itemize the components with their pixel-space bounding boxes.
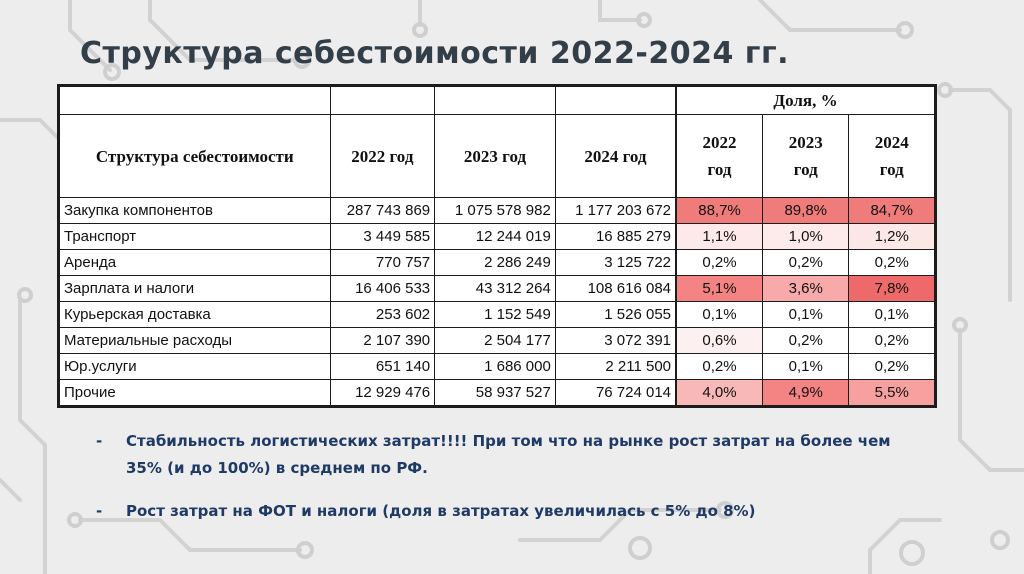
- value-2023-cell: 43 312 264: [434, 275, 556, 302]
- col-header-2022: 2022 год: [329, 114, 436, 198]
- row-name-cell: Юр.услуги: [58, 353, 331, 380]
- value-2022-cell: 3 449 585: [329, 223, 436, 250]
- cost-structure-table: Доля, % Структура себестоимости 2022 год…: [57, 84, 937, 408]
- value-2024-cell: 108 616 084: [554, 275, 677, 302]
- table-row: Материальные расходы 2 107 390 2 504 177 3 …: [58, 327, 936, 354]
- value-2023-cell: 2 286 249: [434, 249, 556, 276]
- share-2024-cell: 84,7%: [848, 197, 936, 224]
- share-2024-cell: 1,2%: [848, 223, 936, 250]
- bullet-item: - Стабильность логистических затрат!!!! …: [96, 428, 896, 482]
- share-2024-cell: 5,5%: [848, 379, 936, 407]
- value-2024-cell: 1 526 055: [554, 301, 677, 328]
- value-2023-cell: 12 244 019: [434, 223, 556, 250]
- value-2023-cell: 1 686 000: [434, 353, 556, 380]
- value-2022-cell: 12 929 476: [329, 379, 436, 407]
- share-2024-cell: 0,2%: [848, 327, 936, 354]
- share-group-header: Доля, %: [675, 85, 937, 115]
- value-2024-cell: 76 724 014: [554, 379, 677, 407]
- table-row: Прочие 12 929 476 58 937 527 76 724 014 4,0%…: [58, 379, 936, 407]
- row-name-cell: Материальные расходы: [58, 327, 331, 354]
- share-2023-cell: 4,9%: [761, 379, 850, 407]
- share-2023-cell: 3,6%: [761, 275, 850, 302]
- share-2022-cell: 1,1%: [675, 223, 764, 250]
- value-2024-cell: 3 072 391: [554, 327, 677, 354]
- value-2023-cell: 58 937 527: [434, 379, 556, 407]
- row-name-cell: Транспорт: [58, 223, 331, 250]
- share-2024-cell: 7,8%: [848, 275, 936, 302]
- table-row: Зарплата и налоги 16 406 533 43 312 264 108…: [58, 275, 936, 302]
- bullet-list: - Стабильность логистических затрат!!!! …: [96, 428, 896, 541]
- bullet-dash: -: [96, 432, 103, 450]
- table-row: Транспорт 3 449 585 12 244 019 16 885 279 1,…: [58, 223, 936, 250]
- table-row: Закупка компонентов 287 743 869 1 075 578 …: [58, 197, 936, 224]
- share-2022-cell: 0,1%: [675, 301, 764, 328]
- value-2022-cell: 16 406 533: [329, 275, 436, 302]
- row-name-cell: Аренда: [58, 249, 331, 276]
- value-2022-cell: 2 107 390: [329, 327, 436, 354]
- value-2023-cell: 2 504 177: [434, 327, 556, 354]
- row-name-cell: Зарплата и налоги: [58, 275, 331, 302]
- value-2023-cell: 1 152 549: [434, 301, 556, 328]
- col-header-structure: Структура себестоимости: [58, 114, 331, 198]
- value-2024-cell: 2 211 500: [554, 353, 677, 380]
- share-2023-cell: 0,2%: [761, 249, 850, 276]
- table-row: Курьерская доставка 253 602 1 152 549 1 526…: [58, 301, 936, 328]
- share-2024-cell: 0,2%: [848, 353, 936, 380]
- share-2023-cell: 0,1%: [761, 353, 850, 380]
- table-row: Аренда 770 757 2 286 249 3 125 722 0,2% 0,2% 0…: [58, 249, 936, 276]
- share-2022-cell: 88,7%: [675, 197, 764, 224]
- value-2024-cell: 16 885 279: [554, 223, 677, 250]
- share-2022-cell: 0,6%: [675, 327, 764, 354]
- header-row: Структура себестоимости 2022 год 2023 го…: [58, 114, 936, 198]
- row-name-cell: Прочие: [58, 379, 331, 407]
- header-row-top: Доля, %: [58, 85, 937, 115]
- share-2023-cell: 0,2%: [761, 327, 850, 354]
- value-2024-cell: 3 125 722: [554, 249, 677, 276]
- share-2024-cell: 0,2%: [848, 249, 936, 276]
- share-2024-cell: 0,1%: [848, 301, 936, 328]
- share-2022-cell: 0,2%: [675, 249, 764, 276]
- col-header-2023: 2023 год: [434, 114, 556, 198]
- bullet-dash: -: [96, 502, 103, 520]
- value-2022-cell: 651 140: [329, 353, 436, 380]
- empty-header-cell: [58, 85, 331, 115]
- value-2022-cell: 253 602: [329, 301, 436, 328]
- share-2022-cell: 0,2%: [675, 353, 764, 380]
- row-name-cell: Закупка компонентов: [58, 197, 331, 224]
- share-2023-cell: 1,0%: [761, 223, 850, 250]
- value-2022-cell: 770 757: [329, 249, 436, 276]
- cost-structure-table-wrap: Доля, % Структура себестоимости 2022 год…: [57, 84, 937, 408]
- row-name-cell: Курьерская доставка: [58, 301, 331, 328]
- empty-header-cell: [554, 85, 677, 115]
- bullet-item: - Рост затрат на ФОТ и налоги (доля в за…: [96, 498, 896, 525]
- share-2023-cell: 89,8%: [761, 197, 850, 224]
- empty-header-cell: [434, 85, 556, 115]
- value-2023-cell: 1 075 578 982: [434, 197, 556, 224]
- value-2022-cell: 287 743 869: [329, 197, 436, 224]
- col-header-share-2024: 2024 год: [848, 114, 936, 198]
- table-row: Юр.услуги 651 140 1 686 000 2 211 500 0,2% 0,…: [58, 353, 936, 380]
- share-2022-cell: 5,1%: [675, 275, 764, 302]
- page-title: Структура себестоимости 2022-2024 гг.: [80, 36, 790, 71]
- empty-header-cell: [329, 85, 436, 115]
- col-header-2024: 2024 год: [554, 114, 677, 198]
- bullet-text: Рост затрат на ФОТ и налоги (доля в затр…: [126, 502, 756, 520]
- col-header-share-2023: 2023 год: [761, 114, 850, 198]
- bullet-text: Стабильность логистических затрат!!!! Пр…: [126, 432, 891, 477]
- share-2023-cell: 0,1%: [761, 301, 850, 328]
- value-2024-cell: 1 177 203 672: [554, 197, 677, 224]
- share-2022-cell: 4,0%: [675, 379, 764, 407]
- col-header-share-2022: 2022 год: [675, 114, 764, 198]
